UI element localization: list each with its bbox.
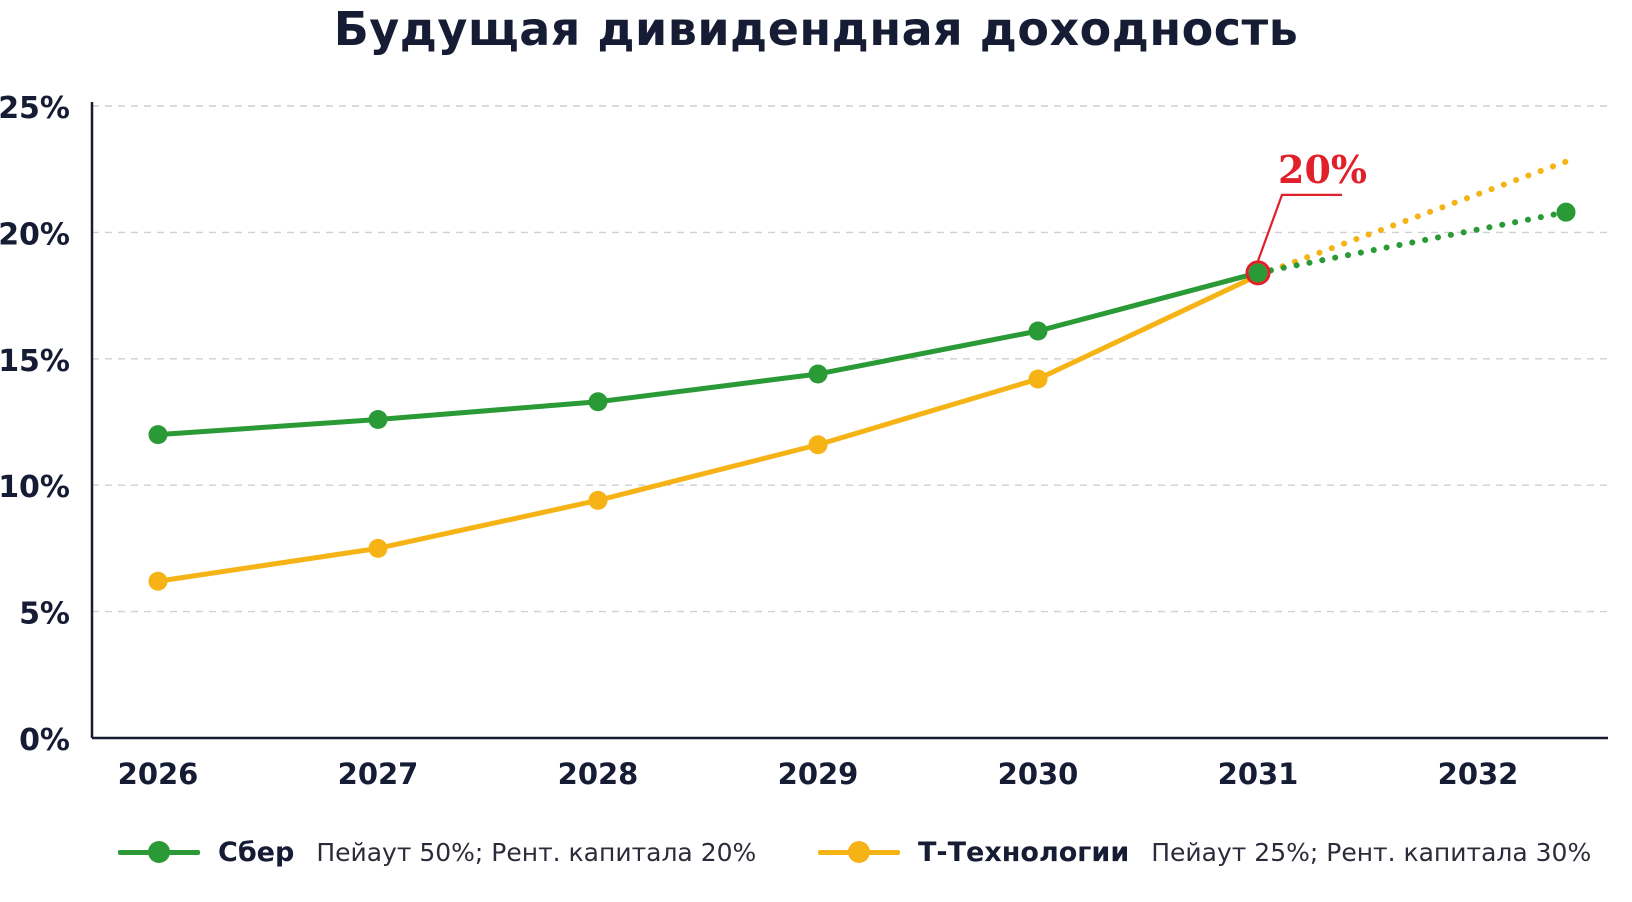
line-chart: 0% 5% 10% 15% 20% 25% 2026 2027 2028 2029 2030 203…	[0, 91, 1608, 791]
annotation-label: 20%	[1278, 147, 1367, 192]
series-1-point-2030	[1028, 369, 1048, 389]
series-0-point-2027	[368, 409, 388, 429]
legend: Сбер Пейаут 50%; Рент. капитала 20% Т-Те…	[0, 832, 1632, 872]
series-0-point-2029	[808, 364, 828, 384]
legend-item-t-tech: Т-Технологии Пейаут 25%; Рент. капитала …	[818, 832, 1591, 872]
axes	[90, 102, 1608, 740]
y-tick-label-1: 5%	[19, 597, 70, 632]
series-1-projection	[1255, 158, 1569, 279]
gridlines	[92, 105, 1608, 613]
series-0-line	[155, 270, 1261, 438]
legend-name-sber: Сбер	[218, 836, 295, 868]
legend-item-sber: Сбер Пейаут 50%; Рент. капитала 20%	[118, 832, 756, 872]
series-0-point-2031	[1248, 263, 1268, 283]
y-tick-label-4: 20%	[0, 217, 70, 252]
x-tick-label-2030: 2030	[998, 757, 1079, 791]
y-axis-ticks: 0% 5% 10% 15% 20% 25%	[0, 91, 70, 758]
x-tick-label-2031: 2031	[1218, 757, 1299, 791]
x-axis-ticks: 2026 2027 2028 2029 2030 2031 2032	[118, 757, 1519, 791]
x-tick-label-2029: 2029	[778, 757, 859, 791]
series-1-point-2028	[588, 490, 608, 510]
y-tick-label-3: 15%	[0, 344, 70, 379]
series-1-line	[155, 272, 1261, 584]
legend-swatch-t-tech	[818, 832, 900, 872]
series-0-point-2028	[588, 392, 608, 412]
series-0-point-2026	[148, 425, 168, 445]
x-tick-label-2026: 2026	[118, 757, 199, 791]
series-0-point-2030	[1028, 321, 1048, 341]
y-tick-label-5: 25%	[0, 91, 70, 126]
legend-desc-sber: Пейаут 50%; Рент. капитала 20%	[316, 837, 757, 867]
series-0-projection-point	[1556, 202, 1576, 222]
y-tick-label-0: 0%	[19, 723, 70, 758]
series-1-point-2026	[148, 571, 168, 591]
x-tick-label-2028: 2028	[558, 757, 639, 791]
annotation-layer: 20%	[1245, 147, 1367, 286]
x-tick-label-2032: 2032	[1438, 757, 1519, 791]
series-0-projection	[1255, 209, 1569, 276]
series-1-point-2029	[808, 435, 828, 455]
legend-desc-t-tech: Пейаут 25%; Рент. капитала 30%	[1151, 837, 1592, 867]
x-tick-label-2027: 2027	[338, 757, 419, 791]
chart-title: Будущая дивидендная доходность	[333, 2, 1299, 56]
y-tick-label-2: 10%	[0, 470, 70, 505]
annotation-marker	[1245, 260, 1271, 286]
annotation-leader	[1256, 193, 1342, 262]
legend-swatch-sber	[118, 832, 200, 872]
legend-name-t-tech: Т-Технологии	[918, 836, 1130, 868]
series-1-point-2027	[368, 538, 388, 558]
series-layer	[148, 158, 1576, 591]
